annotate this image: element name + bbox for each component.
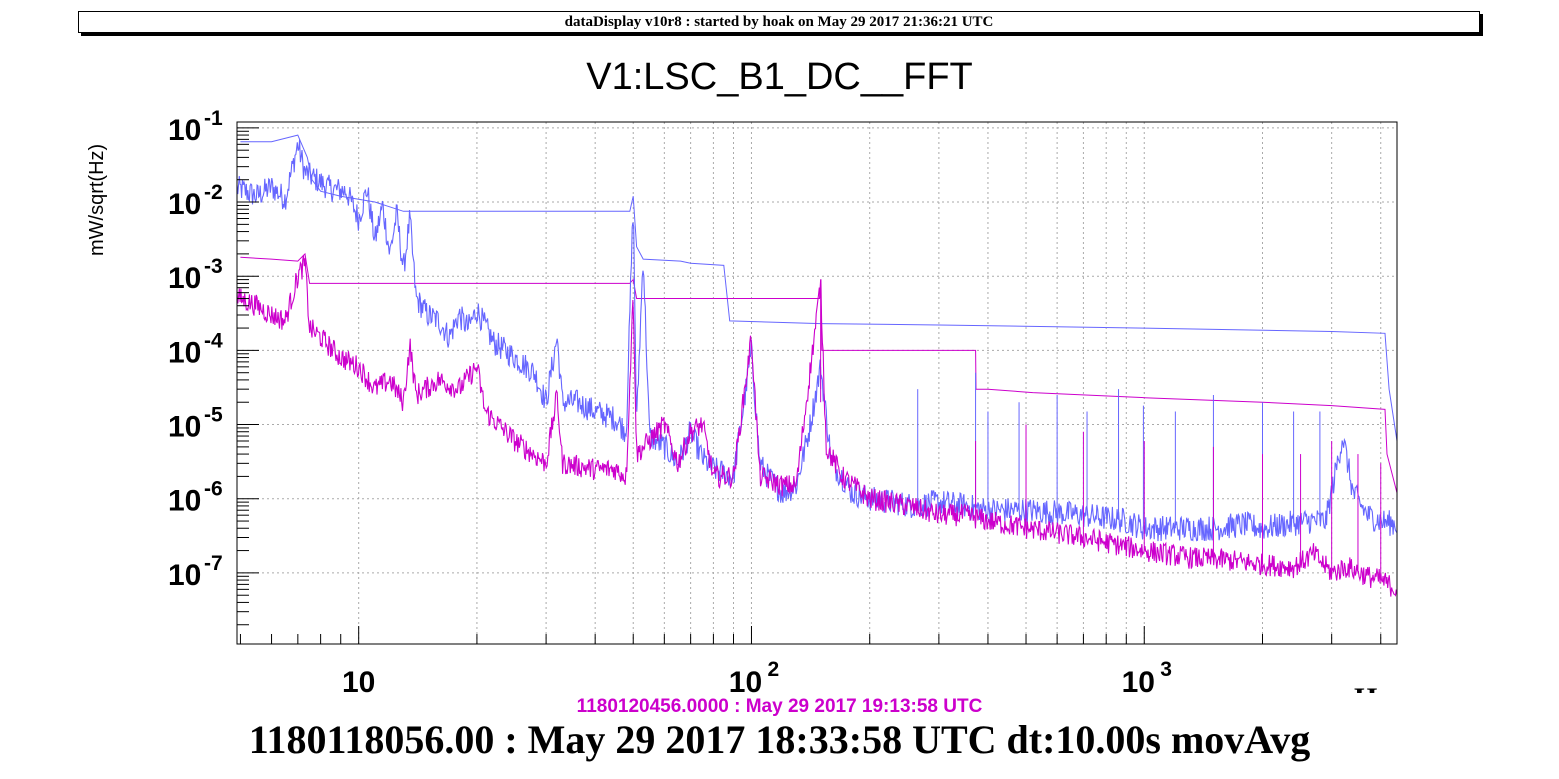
y-tick-label-base: 10 (168, 114, 201, 147)
y-tick-label-exponent: -5 (204, 404, 223, 427)
plot-frame (236, 121, 1398, 645)
y-tick-label-exponent: -4 (204, 329, 223, 352)
current-spectrum-line (236, 139, 1398, 542)
header-text: dataDisplay v10r8 : started by hoak on M… (564, 14, 994, 30)
y-tick-label-base: 10 (168, 336, 201, 369)
x-tick-label: 10 (342, 666, 375, 699)
y-tick-label-exponent: -7 (204, 552, 223, 575)
x-tick-label-exponent: 2 (767, 658, 779, 681)
y-tick-label-exponent: -6 (204, 478, 223, 501)
y-tick-label-base: 10 (168, 485, 201, 518)
x-tick-label-exponent: 3 (1160, 658, 1172, 681)
y-tick-label-exponent: -1 (204, 107, 223, 130)
header-bar: dataDisplay v10r8 : started by hoak on M… (78, 11, 1480, 33)
y-tick-label-base: 10 (168, 188, 201, 221)
y-tick-label-exponent: -2 (204, 181, 223, 204)
y-tick-label-exponent: -3 (204, 255, 223, 278)
current-timestamp: 1180118056.00 : May 29 2017 18:33:58 UTC… (248, 717, 1311, 762)
x-tick-label-base: 10 (729, 666, 762, 699)
y-tick-label-base: 10 (168, 559, 201, 592)
current-max-hold-line (240, 134, 1398, 442)
x-axis-label: Hz (1354, 682, 1391, 715)
y-tick-label-base: 10 (168, 262, 201, 295)
chart-title: V1:LSC_B1_DC__FFT (586, 56, 973, 98)
x-tick-label-base: 10 (1122, 666, 1155, 699)
reference-spectrum-line (236, 254, 1398, 597)
y-tick-label-base: 10 (168, 411, 201, 444)
reference-timestamp: 1180120456.0000 : May 29 2017 19:13:58 U… (576, 696, 983, 717)
